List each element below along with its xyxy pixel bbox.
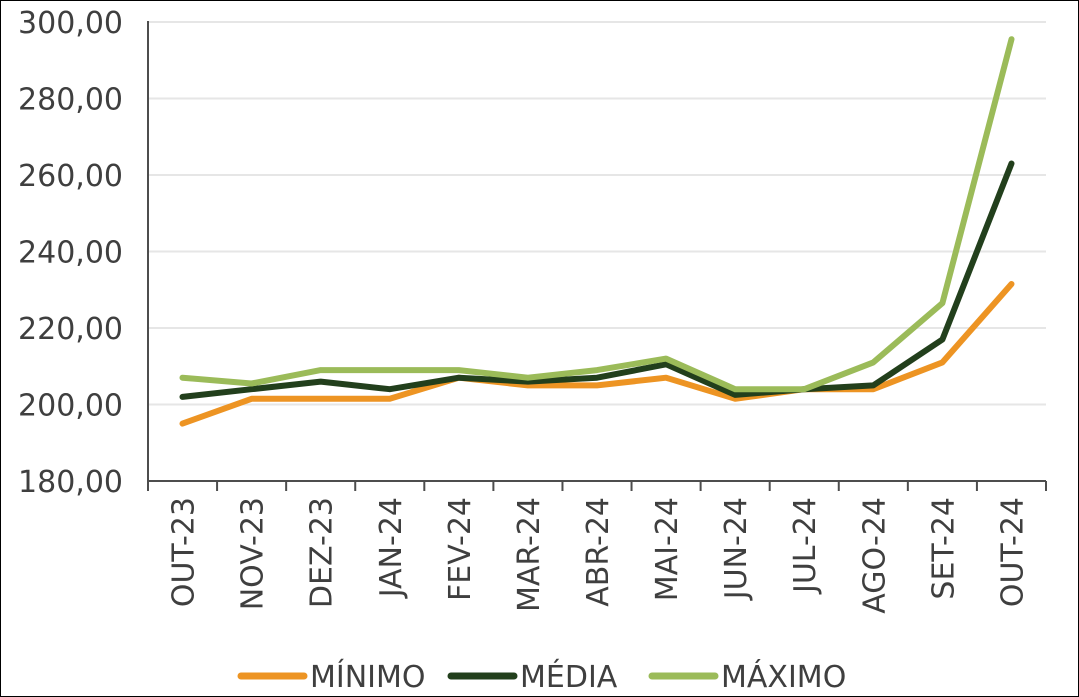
y-tick-label: 240,00 <box>18 236 123 271</box>
x-tick-label: MAI-24 <box>650 497 685 601</box>
legend-label: MÁXIMO <box>721 659 846 695</box>
y-tick-label: 280,00 <box>18 83 123 118</box>
series-line <box>179 36 1015 393</box>
x-tick-label: AGO-24 <box>857 497 892 614</box>
x-tick-label: OUT-24 <box>995 497 1030 607</box>
y-tick-label: 260,00 <box>18 159 123 194</box>
x-tick-label: OUT-23 <box>167 497 202 607</box>
x-tick-label: FEV-24 <box>443 497 478 601</box>
y-axis-ticks: 180,00 200,00 220,00 240,00 260,00 280,00 300,… <box>18 6 123 500</box>
y-tick-label: 180,00 <box>18 465 123 500</box>
series-lines <box>179 36 1015 427</box>
x-tick-label: MAR-24 <box>512 497 547 612</box>
gridlines <box>148 21 1046 406</box>
series-line <box>179 281 1015 427</box>
x-tick-label: NOV-23 <box>236 497 271 610</box>
x-tick-label: JUN-24 <box>719 497 754 601</box>
x-tick-label: DEZ-23 <box>305 497 340 608</box>
axes <box>147 21 1047 491</box>
x-tick-label: JAN-24 <box>374 497 409 599</box>
x-tick-label: JUL-24 <box>788 497 823 595</box>
x-tick-label: SET-24 <box>926 497 961 600</box>
series-line <box>179 160 1015 400</box>
x-tick-label: ABR-24 <box>581 497 616 607</box>
legend-label: MÍNIMO <box>310 659 426 695</box>
x-axis-ticks: OUT-23 NOV-23 DEZ-23 JAN-24 FEV-24 MAR-24 ABR-… <box>167 497 1031 614</box>
legend-label: MÉDIA <box>520 659 618 695</box>
y-tick-label: 220,00 <box>18 312 123 347</box>
y-tick-label: 300,00 <box>18 6 123 41</box>
y-tick-label: 200,00 <box>18 389 123 424</box>
legend: MÍNIMO MÉDIA MÁXIMO <box>237 659 846 695</box>
